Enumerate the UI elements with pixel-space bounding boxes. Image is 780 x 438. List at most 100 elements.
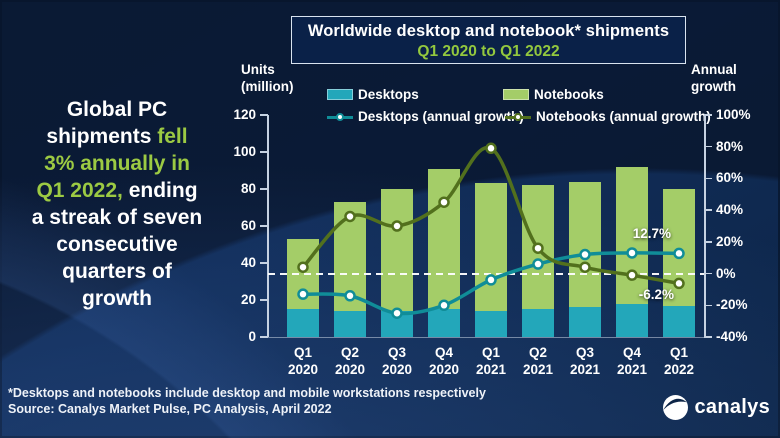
chart-title-box: Worldwide desktop and notebook* shipment…	[291, 16, 686, 64]
right-axis-tick	[704, 241, 712, 243]
legend-label: Desktops	[358, 87, 419, 102]
headline-highlight: fell	[157, 125, 188, 148]
desktops-bar	[475, 311, 507, 337]
legend-item-desktops: Desktops	[327, 87, 419, 102]
left-axis-tick-label: 60	[240, 218, 256, 233]
left-axis-tick	[260, 188, 268, 190]
right-axis-tick-label: 100%	[716, 107, 751, 122]
x-axis-label: Q2 2020	[334, 345, 366, 377]
desktops-bar	[381, 311, 413, 337]
left-axis-tick-label: 120	[233, 107, 256, 122]
headline-text: a streak of seven	[31, 206, 203, 229]
legend-label: Notebooks	[534, 87, 604, 102]
canalys-logo: canalys	[662, 394, 771, 421]
left-axis-tick	[260, 151, 268, 153]
right-axis-tick	[704, 177, 712, 180]
left-axis-tick	[260, 336, 268, 338]
x-axis-line	[268, 337, 704, 338]
right-axis-tick	[704, 272, 712, 275]
legend-label: Desktops (annual growth)	[358, 109, 524, 124]
notebooks-growth-line-marker	[505, 111, 531, 123]
left-axis-tick	[260, 225, 268, 227]
right-axis-tick-label: 60%	[716, 170, 744, 186]
headline-line: Q1 2022, ending	[8, 177, 226, 204]
right-axis-tick-label: 40%	[716, 202, 744, 218]
notebooks-bar	[522, 185, 554, 310]
left-axis-tick-label: 20	[240, 292, 256, 307]
notebooks-bar	[334, 201, 366, 312]
chart-title: Worldwide desktop and notebook* shipment…	[307, 22, 670, 40]
left-axis-tick-label: 40	[240, 255, 256, 270]
legend-item-desktops-growth: Desktops (annual growth)	[327, 109, 524, 124]
canalys-logo-icon	[662, 395, 688, 420]
notebooks-bar	[381, 189, 413, 312]
notebooks-bar	[475, 183, 507, 312]
right-axis-tick	[704, 336, 712, 338]
right-axis-tick	[704, 304, 712, 307]
legend-item-notebooks: Notebooks	[503, 87, 604, 102]
right-axis-tick-label: 20%	[716, 233, 744, 249]
canalys-logo-text: canalys	[694, 396, 770, 418]
headline-line: a streak of seven	[8, 204, 226, 231]
x-axis-label: Q4 2021	[616, 345, 648, 377]
headline-line: 3% annually in	[8, 150, 226, 177]
headline-text: ending	[122, 179, 198, 202]
headline-text: growth	[82, 287, 152, 310]
left-axis-tick	[260, 262, 268, 264]
headline: Global PC shipments fell 3% annually in Q1 …	[8, 96, 226, 312]
legend-label: Notebooks (annual growth)	[536, 109, 711, 124]
headline-line: quarters of	[8, 258, 226, 285]
headline-line: shipments fell	[8, 123, 226, 150]
right-axis-tick-label: 80%	[716, 138, 744, 154]
headline-text: quarters of	[62, 260, 172, 283]
headline-text: consecutive	[56, 233, 178, 256]
right-axis-tick-label: 0%	[716, 265, 736, 281]
right-axis-tick	[704, 209, 712, 211]
left-axis-tick	[260, 299, 268, 301]
left-axis-tick-label: 80	[240, 181, 256, 196]
footnote: *Desktops and notebooks include desktop …	[8, 386, 486, 400]
x-axis-label: Q2 2021	[522, 345, 554, 377]
notebooks-growth-data-label: -6.2%	[638, 287, 674, 303]
zero-growth-dashed-line	[268, 272, 704, 275]
right-axis-tick-label: -20%	[716, 297, 748, 313]
desktops-bar	[428, 309, 460, 337]
headline-line: growth	[8, 285, 226, 312]
desktops-bar	[522, 309, 554, 337]
desktops-bar	[287, 309, 319, 337]
x-axis-label: Q3 2021	[569, 345, 601, 377]
desktops-swatch	[327, 89, 353, 100]
headline-text: Global PC	[66, 98, 168, 121]
left-axis-tick	[260, 114, 268, 116]
right-axis-line	[704, 115, 706, 337]
headline-highlight: 3% annually in	[44, 152, 190, 175]
chart-subtitle: Q1 2020 to Q1 2022	[417, 43, 560, 60]
desktops-bar	[334, 311, 366, 337]
desktops-bar	[616, 303, 648, 337]
notebooks-bar	[428, 168, 460, 310]
x-axis-label: Q1 2020	[287, 345, 319, 377]
notebooks-swatch	[503, 89, 529, 100]
headline-line: Global PC	[8, 96, 226, 123]
x-axis-label: Q1 2021	[475, 345, 507, 377]
headline-line: consecutive	[8, 231, 226, 258]
legend-item-notebooks-growth: Notebooks (annual growth)	[505, 109, 711, 124]
right-axis-tick-label: -40%	[716, 329, 748, 344]
desktops-growth-line-marker	[327, 111, 353, 123]
right-axis-title: Annual growth	[691, 62, 737, 94]
desktops-bar	[569, 307, 601, 337]
left-axis-tick-label: 100	[233, 144, 256, 159]
right-axis-tick	[704, 145, 712, 148]
source-line: Source: Canalys Market Pulse, PC Analysi…	[8, 402, 332, 416]
headline-highlight: Q1 2022,	[36, 179, 123, 202]
headline-text: shipments	[46, 125, 158, 148]
left-axis-title: Units (million)	[241, 62, 294, 94]
right-axis-tick	[704, 114, 712, 116]
x-axis-label: Q1 2022	[663, 345, 695, 377]
data-point-marker	[485, 142, 497, 155]
desktops-growth-data-label: 12.7%	[632, 226, 671, 242]
x-axis-label: Q4 2020	[428, 345, 460, 377]
x-axis-label: Q3 2020	[381, 345, 413, 377]
